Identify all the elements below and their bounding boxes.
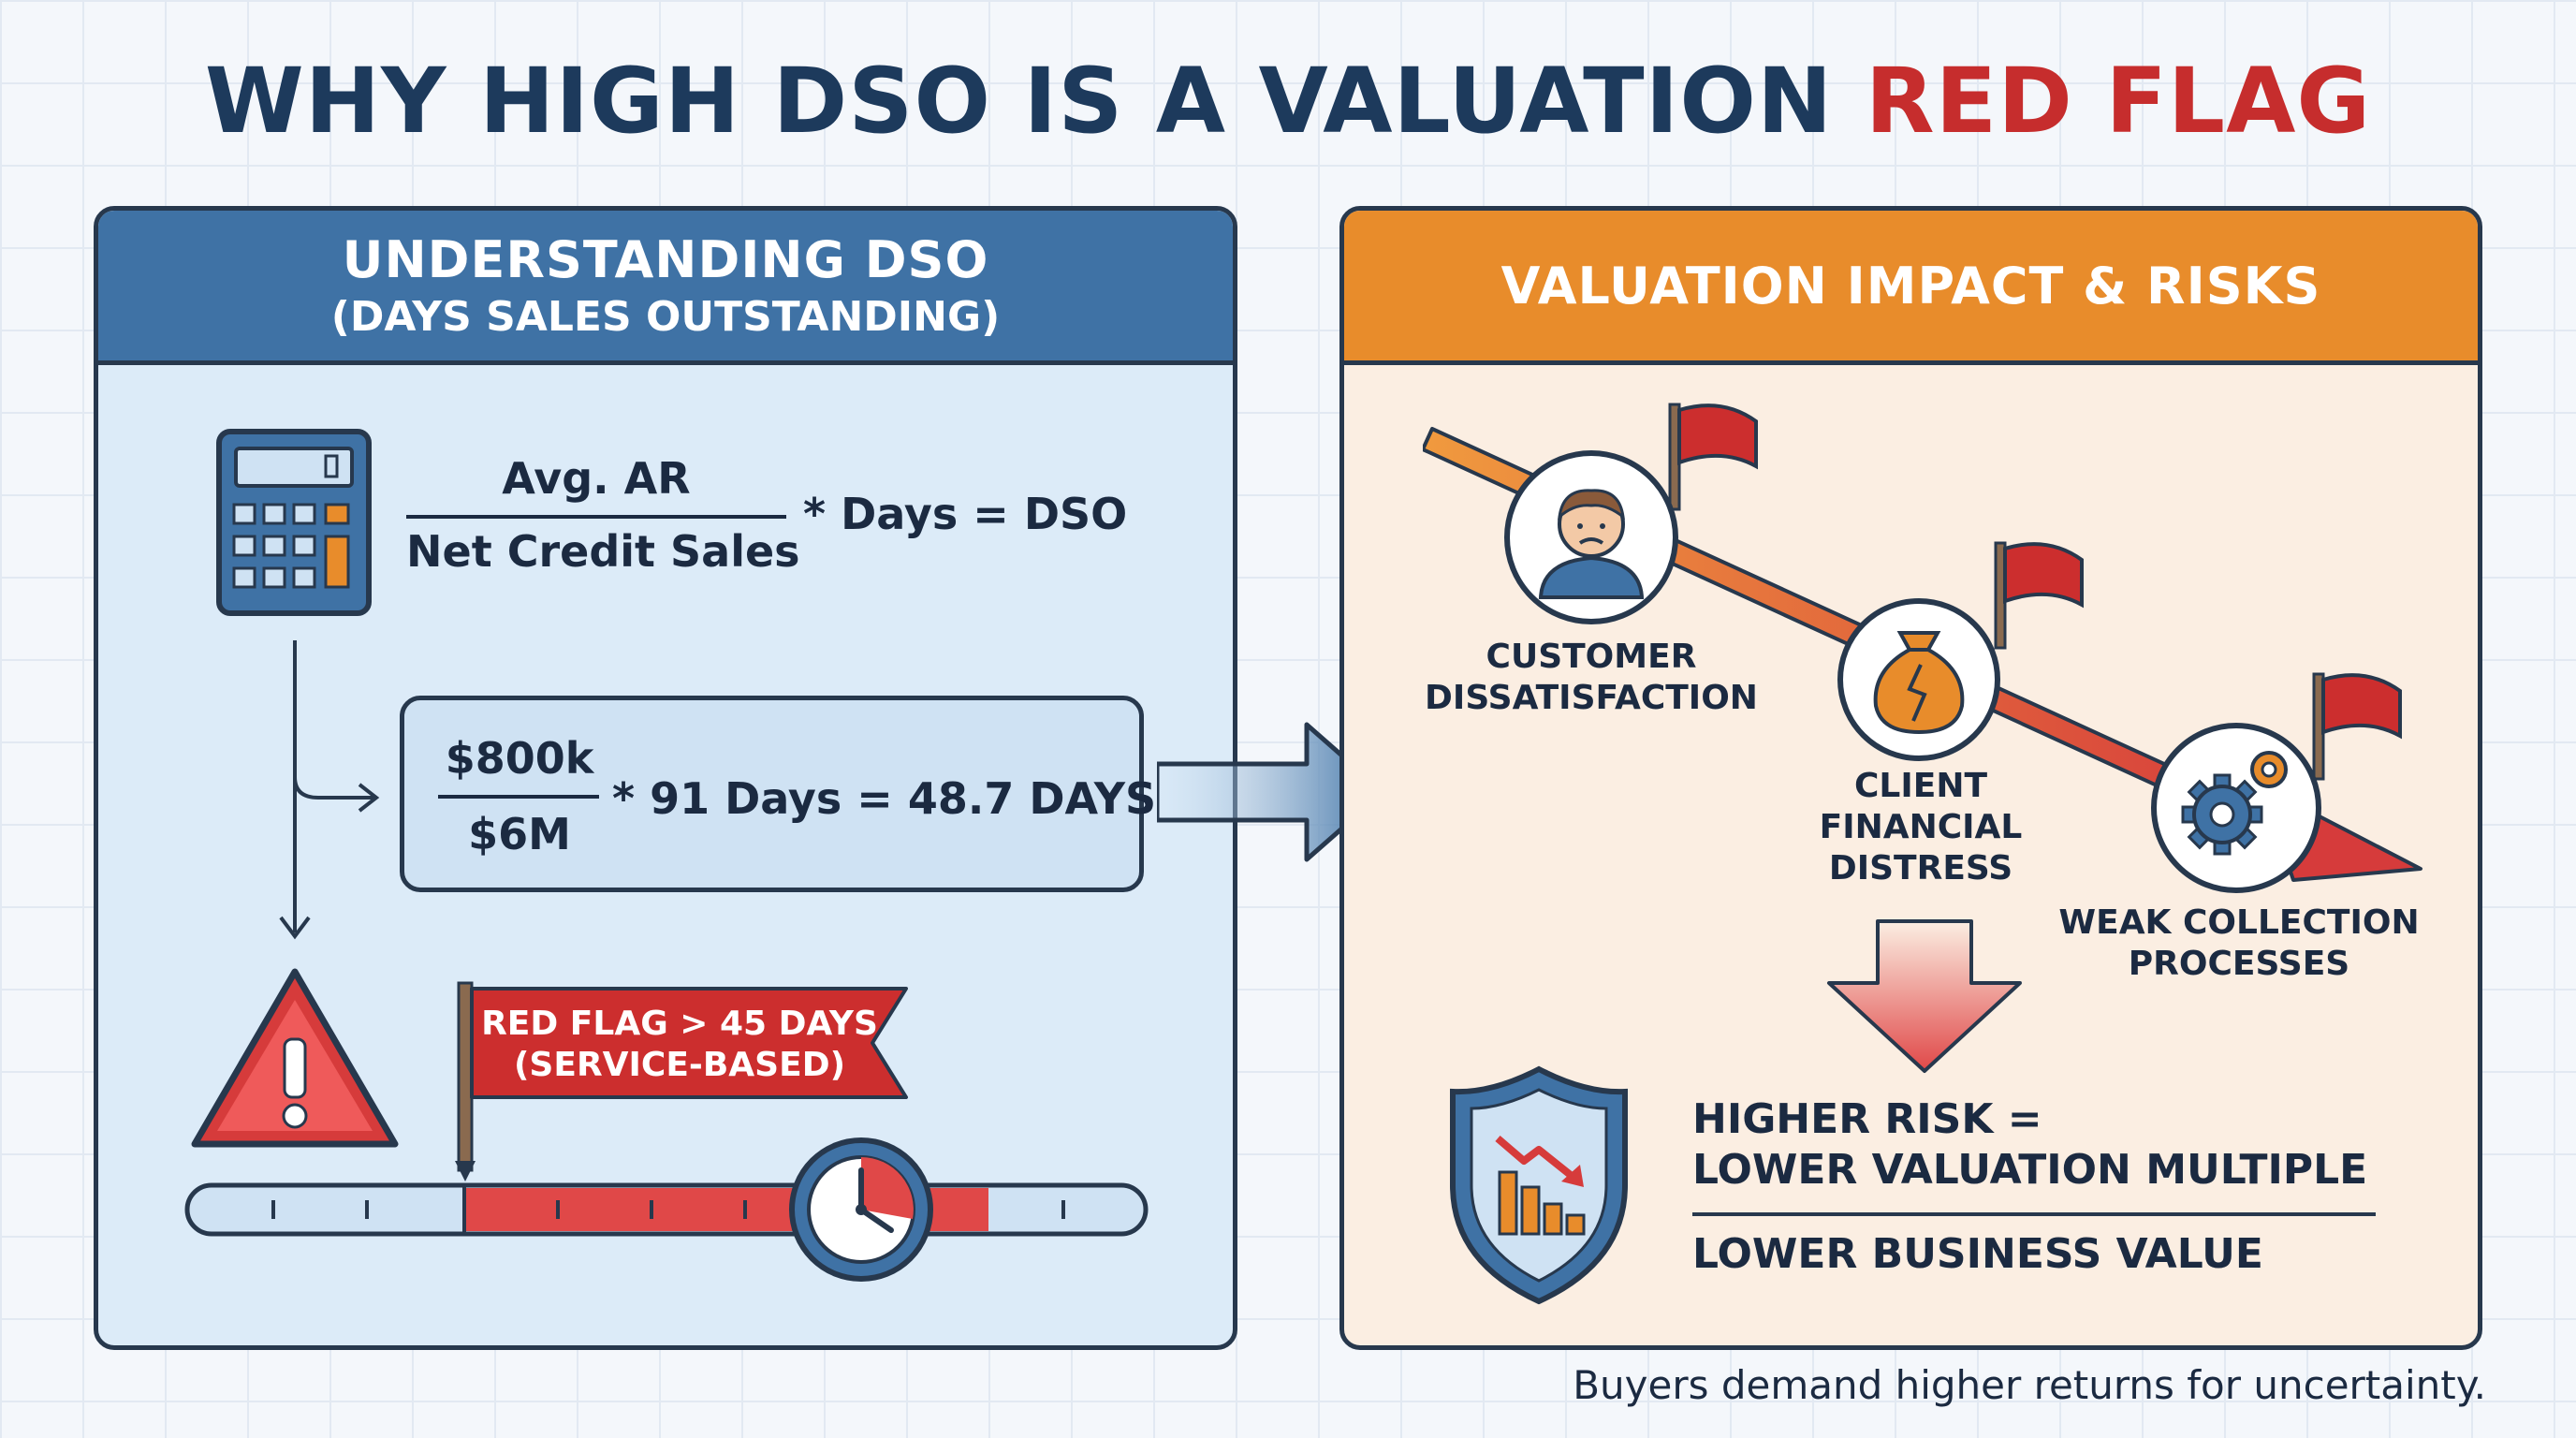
formula-numerator: Avg. AR — [502, 453, 691, 504]
risk-label-line: WEAK COLLECTION — [2058, 903, 2420, 942]
footer-caption: Buyers demand higher returns for uncerta… — [1573, 1362, 2486, 1408]
red-flag-line1: RED FLAG > 45 DAYS — [481, 1005, 878, 1043]
risk-label-line: FINANCIAL — [1819, 808, 2023, 846]
formula-denominator: Net Credit Sales — [406, 526, 800, 577]
risk-label-line: CLIENT — [1853, 767, 1988, 805]
result-divider — [1692, 1212, 2376, 1216]
right-panel-header: VALUATION IMPACT & RISKS — [1344, 211, 2478, 365]
down-arrow-icon — [1827, 919, 2022, 1073]
result-line3: LOWER BUSINESS VALUE — [1692, 1230, 2263, 1278]
example-fraction-bar — [438, 795, 599, 799]
money-bag-icon — [1837, 598, 2000, 761]
left-panel-header: UNDERSTANDING DSO (DAYS SALES OUTSTANDIN… — [98, 211, 1233, 365]
risk-label-line: DISSATISFACTION — [1425, 679, 1758, 717]
result-line2: LOWER VALUATION MULTIPLE — [1692, 1146, 2368, 1194]
formula-suffix: * Days = DSO — [803, 489, 1128, 539]
left-header-title: UNDERSTANDING DSO — [342, 230, 989, 289]
dso-timeline — [184, 1137, 1149, 1282]
warning-icon — [191, 968, 399, 1148]
title-main: WHY HIGH DSO IS A VALUATION — [204, 49, 1834, 154]
risk-label-customer: CUSTOMER DISSATISFACTION — [1404, 637, 1778, 719]
flag-icon — [2312, 672, 2402, 781]
red-flag-banner-icon — [455, 981, 908, 1181]
right-header-title: VALUATION IMPACT & RISKS — [1500, 256, 2321, 315]
flag-icon — [1994, 541, 2084, 650]
example-denominator: $6M — [468, 809, 571, 859]
result-line1: HIGHER RISK = — [1692, 1095, 2042, 1143]
risk-label-financial: CLIENT FINANCIAL DISTRESS — [1734, 766, 2108, 889]
sad-customer-icon — [1504, 450, 1678, 624]
example-numerator: $800k — [445, 733, 594, 784]
flag-icon — [1668, 403, 1758, 511]
calculator-icon — [216, 429, 372, 616]
title-accent: RED FLAG — [1865, 49, 2372, 154]
red-flag-line2: (SERVICE-BASED) — [513, 1046, 846, 1084]
risk-label-line: DISTRESS — [1828, 849, 2013, 888]
flow-connector — [279, 640, 380, 940]
left-header-subtitle: (DAYS SALES OUTSTANDING) — [330, 293, 1001, 341]
formula-fraction-bar — [406, 515, 786, 519]
red-flag-label: RED FLAG > 45 DAYS (SERVICE-BASED) — [472, 1004, 887, 1086]
clock-icon — [789, 1137, 933, 1282]
page-title: WHY HIGH DSO IS A VALUATION RED FLAG — [0, 49, 2576, 154]
gears-icon — [2151, 723, 2321, 893]
example-calculation-box — [400, 696, 1144, 892]
risk-label-line: CUSTOMER — [1486, 638, 1697, 676]
shield-chart-icon — [1450, 1065, 1628, 1305]
risk-label-collection: WEAK COLLECTION PROCESSES — [2052, 902, 2426, 985]
example-suffix: * 91 Days = 48.7 DAYS — [612, 773, 1157, 824]
risk-label-line: PROCESSES — [2128, 945, 2350, 983]
